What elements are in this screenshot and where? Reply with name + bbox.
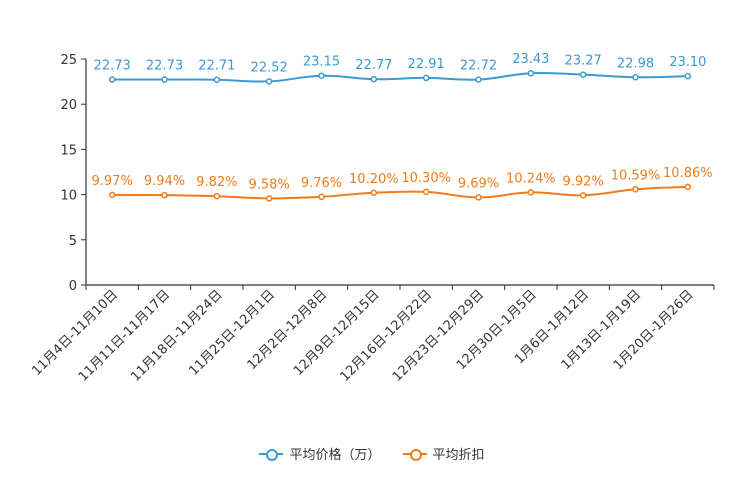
series-1-point: [318, 193, 325, 201]
series-0-data-label: 22.77: [355, 58, 392, 73]
series-0-data-label: 22.52: [251, 60, 288, 75]
x-tick-label: 12月16日-12月22日: [338, 287, 435, 384]
legend-label-price: 平均价格（万）: [289, 448, 381, 463]
series-0-data-label: 22.91: [408, 57, 445, 72]
y-tick-label: 0: [69, 279, 77, 294]
legend-swatch-price: [259, 448, 284, 461]
y-tick-label: 15: [60, 143, 77, 158]
series-1-point: [632, 186, 639, 193]
series-0-point: [632, 74, 639, 81]
series-1-data-label: 9.69%: [458, 176, 499, 191]
series-0-point: [265, 78, 273, 85]
series-0-data-label: 23.15: [303, 55, 340, 70]
series-0-data-label: 23.27: [565, 54, 602, 69]
series-1-data-label: 10.59%: [611, 168, 661, 183]
x-tick-label: 11月11日-11月17日: [76, 287, 173, 384]
series-1-point: [161, 191, 168, 199]
series-1-data-label: 9.76%: [301, 176, 342, 191]
series-0-point: [213, 76, 221, 83]
series-0-point: [684, 72, 692, 80]
series-1-data-label: 9.58%: [249, 177, 290, 192]
x-tick-label: 12月23日-12月29日: [390, 287, 487, 384]
series-1-data-label: 9.82%: [196, 175, 237, 190]
series-1-data-label: 9.97%: [92, 174, 133, 189]
y-tick-label: 5: [69, 234, 77, 249]
y-tick-label: 25: [60, 53, 77, 68]
series-0-data-label: 22.73: [146, 59, 183, 74]
series-0-point: [161, 76, 168, 83]
series-0-point: [579, 71, 587, 78]
series-0-point: [527, 69, 535, 77]
series-0-data-label: 22.71: [198, 59, 235, 74]
series-0-data-label: 22.98: [617, 56, 654, 71]
series-1-point: [684, 183, 692, 191]
legend-label-discount: 平均折扣: [432, 448, 485, 463]
y-tick-label: 20: [60, 98, 77, 113]
series-0-data-label: 22.72: [460, 59, 497, 74]
legend-swatch-discount: [402, 448, 427, 461]
series-line-1: [112, 185, 688, 200]
series-1-data-label: 9.94%: [144, 174, 185, 189]
series-0-point: [108, 76, 116, 83]
series-0-data-label: 22.73: [94, 59, 131, 74]
series-1-point: [108, 191, 116, 199]
series-1-data-label: 10.20%: [349, 172, 399, 187]
series-0-point: [318, 72, 325, 79]
series-1-data-label: 9.92%: [563, 174, 604, 189]
series-1-data-label: 10.86%: [663, 166, 713, 181]
legend-item-discount[interactable]: 平均折扣: [402, 444, 485, 463]
series-0-data-label: 23.43: [512, 52, 549, 67]
series-0-point: [422, 74, 430, 82]
series-1-point: [265, 195, 273, 202]
series-1-point: [370, 189, 378, 197]
series-1-point: [527, 189, 535, 196]
series-0-point: [370, 75, 378, 83]
series-1-data-label: 10.30%: [401, 171, 451, 186]
legend: 平均价格（万） 平均折扣: [0, 444, 744, 463]
legend-item-price[interactable]: 平均价格（万）: [259, 444, 381, 463]
series-line-0: [112, 71, 688, 83]
series-0-point: [475, 76, 482, 83]
series-1-point: [422, 188, 430, 196]
series-1-point: [213, 192, 221, 200]
y-tick-label: 10: [60, 189, 77, 204]
series-0-data-label: 23.10: [669, 55, 706, 70]
series-1-point: [475, 194, 482, 201]
x-tick-label: 11月18日-11月24日: [128, 287, 225, 384]
x-tick-label: 11月4日-11月10日: [29, 287, 121, 379]
series-1-point: [579, 192, 587, 199]
series-1-data-label: 10.24%: [506, 171, 556, 186]
